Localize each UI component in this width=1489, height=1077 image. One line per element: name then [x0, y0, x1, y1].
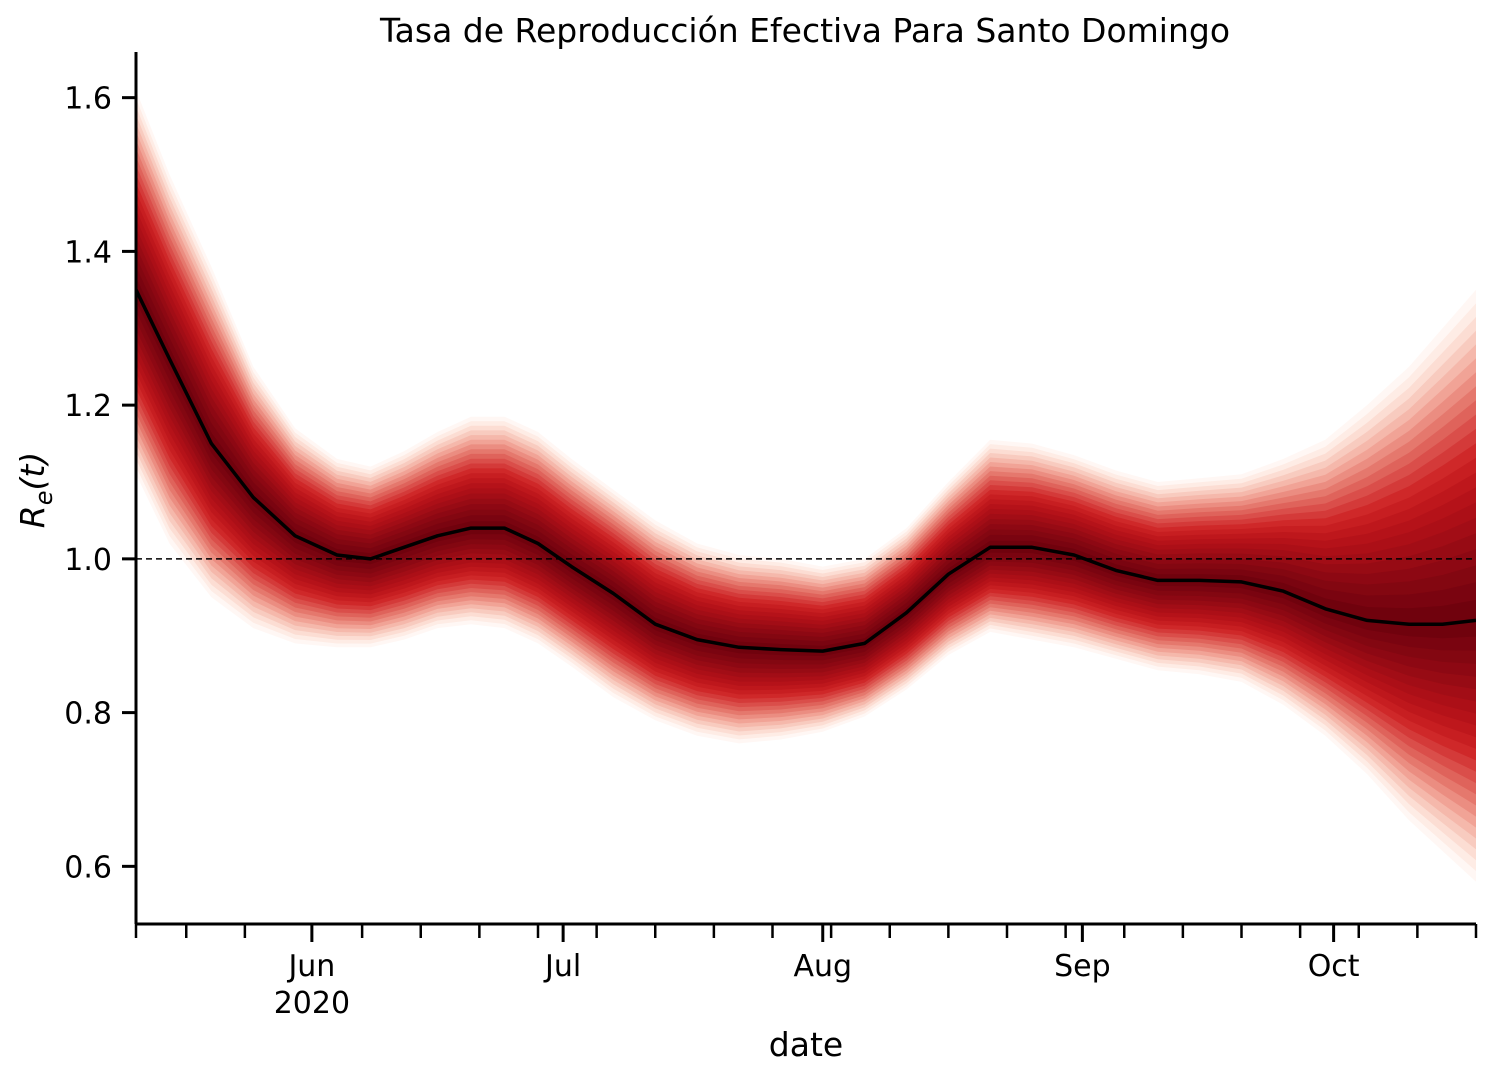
y-tick-label-1: 0.8 — [64, 697, 112, 732]
y-tick-label-3: 1.2 — [64, 389, 112, 424]
y-axis-label: Re(t) — [13, 452, 58, 528]
svg-text:Re(t): Re(t) — [13, 452, 58, 528]
uncertainty-bands — [136, 90, 1476, 882]
uncertainty-band-19 — [136, 114, 1476, 850]
y-axis-label-base: R — [13, 505, 52, 528]
y-axis-label-subscript: e — [30, 491, 58, 506]
chart-title: Tasa de Reproducción Efectiva Para Santo… — [379, 11, 1230, 50]
x-tick-label-2: Aug — [793, 949, 852, 984]
uncertainty-band-21 — [136, 98, 1476, 871]
x-tick-sublabel-0: 2020 — [274, 986, 350, 1021]
uncertainty-band-22 — [136, 90, 1476, 882]
uncertainty-band-1 — [136, 277, 1476, 657]
y-tick-label-0: 0.6 — [64, 850, 112, 885]
x-tick-label-4: Oct — [1308, 949, 1360, 984]
y-axis: 0.6 0.8 1.0 1.2 1.4 1.6 — [64, 52, 138, 924]
y-tick-label-2: 1.0 — [64, 543, 112, 578]
y-tick-label-5: 1.6 — [64, 82, 112, 117]
x-axis-label: date — [769, 1025, 843, 1064]
uncertainty-band-3 — [136, 256, 1476, 665]
x-tick-label-3: Sep — [1054, 949, 1111, 984]
y-axis-label-argument: (t) — [13, 452, 52, 491]
uncertainty-band-13 — [136, 165, 1476, 784]
y-tick-label-4: 1.4 — [64, 235, 112, 270]
x-tick-label-0: Jun — [286, 949, 335, 984]
median-line — [136, 289, 1476, 653]
x-tick-label-1: Jul — [543, 949, 581, 984]
uncertainty-band-14 — [136, 156, 1476, 795]
uncertainty-band-20 — [136, 106, 1476, 861]
